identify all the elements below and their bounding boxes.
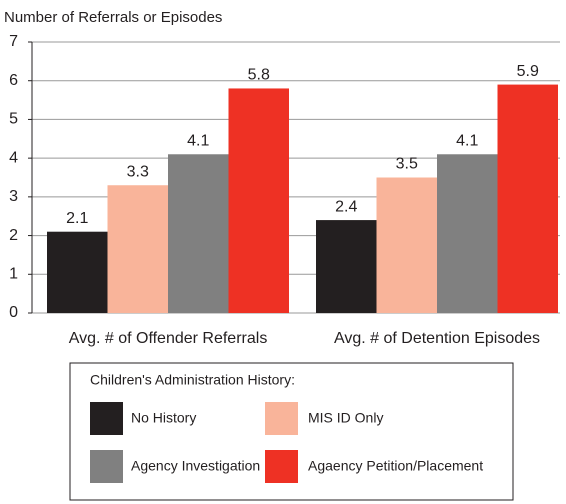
value-label: 3.3 xyxy=(127,163,149,180)
value-label: 2.4 xyxy=(335,198,357,215)
legend-box xyxy=(69,362,514,501)
legend-label: MIS ID Only xyxy=(308,410,383,426)
value-label: 5.9 xyxy=(517,63,539,80)
bar xyxy=(228,88,289,313)
bar xyxy=(376,177,437,313)
y-tick-label: 0 xyxy=(9,304,18,321)
legend-swatch xyxy=(265,402,298,435)
legend-swatch xyxy=(90,402,123,435)
legend-swatch xyxy=(90,450,123,483)
legend-label: Agency Investigation xyxy=(131,458,260,474)
legend-title: Children's Administration History: xyxy=(90,372,295,388)
x-tick-label: Avg. # of Offender Referrals xyxy=(69,330,268,347)
legend-swatch xyxy=(265,450,298,483)
value-label: 3.5 xyxy=(396,156,418,173)
y-tick-label: 7 xyxy=(9,33,18,50)
y-tick-label: 1 xyxy=(9,266,18,283)
bar xyxy=(107,185,168,313)
value-label: 2.1 xyxy=(66,210,88,227)
y-tick-label: 3 xyxy=(9,188,18,205)
legend-label: Agaency Petition/Placement xyxy=(308,458,483,474)
bar xyxy=(47,231,108,313)
y-tick-label: 2 xyxy=(9,227,18,244)
value-label: 5.8 xyxy=(248,67,270,84)
bar xyxy=(316,220,377,313)
x-tick-label: Avg. # of Detention Episodes xyxy=(334,330,540,347)
bar xyxy=(168,154,229,313)
y-tick-label: 5 xyxy=(9,111,18,128)
legend-label: No History xyxy=(131,410,196,426)
y-axis-label: Number of Referrals or Episodes xyxy=(4,9,222,26)
bar xyxy=(437,154,498,313)
value-label: 4.1 xyxy=(187,132,209,149)
y-tick-label: 4 xyxy=(9,149,18,166)
value-label: 4.1 xyxy=(456,132,478,149)
y-tick-label: 6 xyxy=(9,72,18,89)
bar xyxy=(497,84,558,313)
